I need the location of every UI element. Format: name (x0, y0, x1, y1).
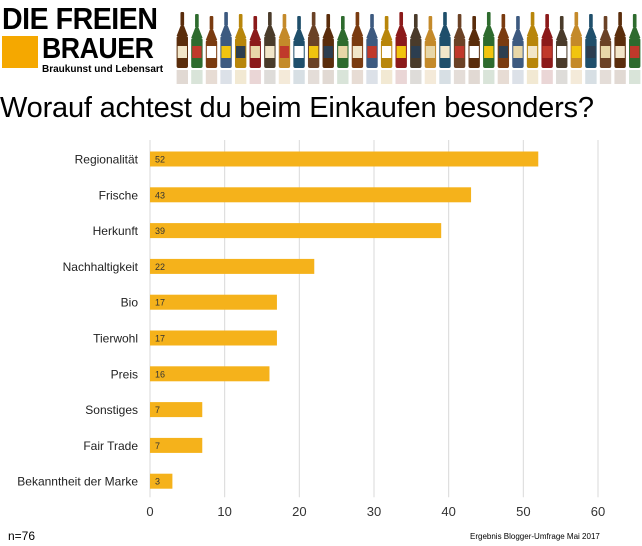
bar (150, 402, 203, 418)
bottle-icon (191, 14, 203, 84)
header: DIE FREIEN BRAUER Braukunst und Lebensar… (0, 0, 642, 86)
bottle-icon (570, 12, 583, 84)
bottle-icon (395, 12, 407, 84)
data-label: 17 (155, 298, 165, 308)
category-label: Tierwohl (93, 332, 138, 346)
source-note: Ergebnis Blogger-Umfrage Mai 2017 (470, 532, 600, 541)
logo-orange-block (2, 36, 38, 68)
category-label: Herkunft (93, 224, 139, 238)
data-label: 39 (155, 226, 165, 236)
data-label: 52 (155, 155, 165, 165)
bottle-icon (424, 16, 437, 84)
x-axis-ticks: 0 10 20 30 40 50 60 (146, 504, 605, 519)
data-label: 43 (155, 190, 165, 200)
bar (150, 223, 442, 239)
bar (150, 330, 277, 346)
bars: Regionalität 52 Frische 43 Herkunft 39 Nachhal… (17, 151, 539, 489)
bar (150, 258, 315, 274)
bottle-icon (176, 12, 188, 84)
logo-text-line1: DIE FREIEN (2, 1, 158, 36)
bottle-icon (614, 12, 626, 84)
category-label: Nachhaltigkeit (63, 260, 139, 274)
bar (150, 151, 539, 167)
brand-logo: DIE FREIEN BRAUER Braukunst und Lebensar… (2, 1, 172, 78)
bottle-icon (468, 16, 480, 84)
bottle-icon (337, 16, 349, 84)
data-label: 17 (155, 334, 165, 344)
bar-chart: 0 10 20 30 40 50 60 Regionalität 52 Frische 43 Herk… (17, 140, 605, 519)
logo-text-line2: BRAUER (42, 33, 154, 65)
x-tick-label: 40 (441, 504, 455, 519)
bottle-icon (351, 12, 364, 84)
bottle-icon (278, 14, 291, 84)
bottle-icon (483, 12, 495, 84)
logo-tagline: Braukunst und Lebensart (42, 64, 164, 75)
x-tick-label: 20 (292, 504, 306, 519)
category-label: Regionalität (75, 153, 139, 167)
bottle-icon (556, 16, 568, 84)
beer-bottles-banner (176, 12, 641, 84)
bottle-icon (410, 14, 422, 84)
sample-size: n=76 (8, 529, 36, 543)
bar (150, 366, 270, 382)
x-tick-label: 50 (516, 504, 530, 519)
bottle-icon (249, 16, 261, 84)
bottle-icon (439, 12, 451, 84)
bottle-icon (220, 12, 232, 84)
bar (150, 473, 173, 489)
bottle-icon (497, 14, 510, 84)
category-label: Frische (99, 188, 139, 202)
bar (150, 437, 203, 453)
bottle-icon (541, 14, 553, 84)
bottle-icon (234, 14, 247, 84)
data-label: 16 (155, 369, 165, 379)
data-label: 22 (155, 262, 165, 272)
data-label: 7 (155, 405, 160, 415)
bar (150, 294, 277, 310)
category-label: Preis (111, 367, 138, 381)
bottle-icon (599, 16, 612, 84)
x-tick-label: 0 (146, 504, 153, 519)
bar (150, 187, 472, 203)
bottle-icon (453, 14, 466, 84)
bottle-icon (205, 16, 218, 84)
category-label: Bio (121, 296, 139, 310)
bottle-icon (264, 12, 276, 84)
bottle-icon (307, 12, 320, 84)
data-label: 3 (155, 477, 160, 487)
bottle-icon (629, 14, 641, 84)
bottle-icon (585, 14, 597, 84)
category-label: Fair Trade (83, 439, 138, 453)
x-tick-label: 30 (367, 504, 381, 519)
bottle-icon (322, 14, 334, 84)
x-tick-label: 10 (217, 504, 231, 519)
category-label: Bekanntheit der Marke (17, 475, 138, 489)
category-label: Sonstiges (85, 403, 138, 417)
bottle-icon (526, 12, 539, 84)
bottle-icon (293, 16, 305, 84)
bottle-icon (512, 16, 524, 84)
bottle-icon (380, 16, 393, 84)
data-label: 7 (155, 441, 160, 451)
bottle-icon (366, 14, 378, 84)
page-title: Worauf achtest du beim Einkaufen besonde… (0, 92, 594, 124)
x-tick-label: 60 (591, 504, 605, 519)
